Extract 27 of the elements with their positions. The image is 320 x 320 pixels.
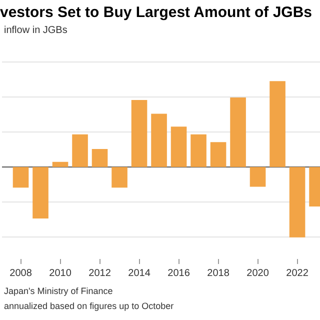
x-tick-label: 2018	[207, 268, 230, 279]
text: Japan's Ministry of Finance	[4, 286, 113, 296]
x-tick-label: 2014	[128, 268, 151, 279]
x-tick-label: 2016	[168, 268, 190, 279]
x-tick-label: 2012	[88, 268, 112, 279]
bar	[92, 148, 108, 168]
bar	[170, 126, 187, 168]
chart-subtitle: inflow in JGBs	[4, 25, 68, 36]
bar	[270, 81, 286, 168]
bar	[12, 167, 29, 188]
bar	[32, 167, 48, 219]
bar	[112, 167, 128, 188]
text: annualized based on figures up to October	[4, 301, 174, 311]
chart-title: vestors Set to Buy Largest Amount of JGBs	[0, 4, 312, 21]
bar	[230, 97, 246, 168]
bar	[190, 134, 206, 168]
bar	[151, 114, 167, 168]
bar	[289, 167, 306, 238]
bar	[52, 162, 68, 168]
x-tick-label: 2020	[246, 268, 270, 279]
x-tick-label: 2010	[49, 268, 72, 279]
x-tick-label: 2022	[286, 268, 309, 279]
bar	[72, 134, 88, 168]
bar	[131, 100, 148, 168]
x-tick-label: 2008	[10, 268, 32, 279]
bar	[210, 142, 226, 168]
bar	[250, 167, 266, 187]
